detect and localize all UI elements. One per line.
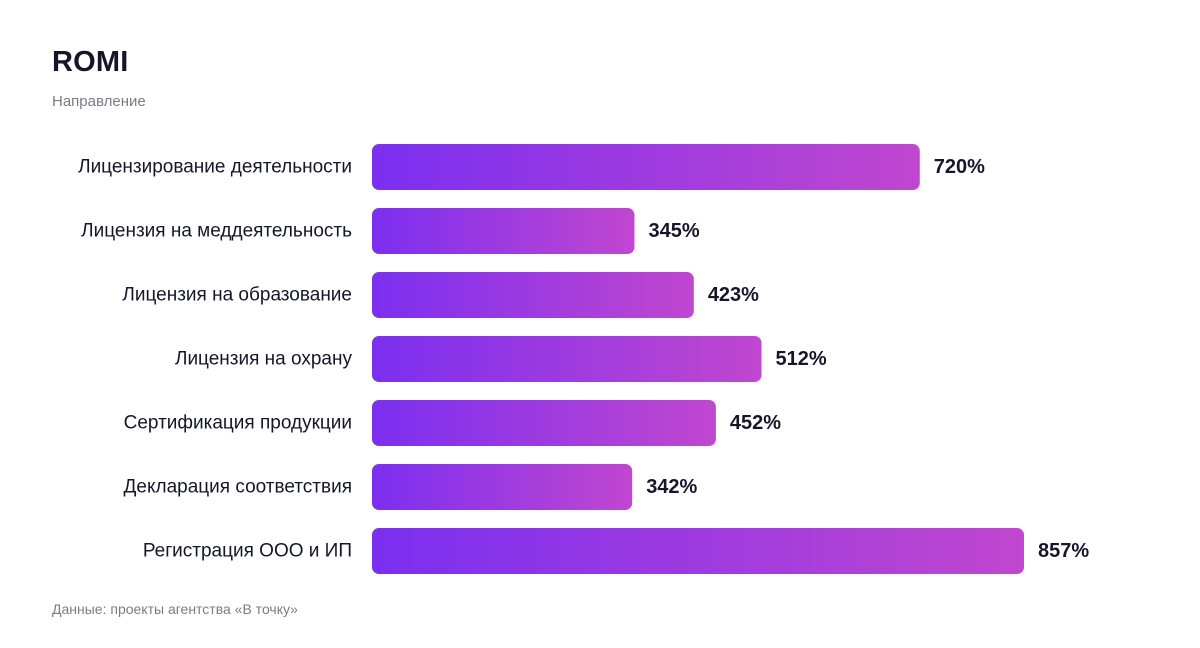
- category-label: Лицензия на меддеятельность: [81, 221, 352, 242]
- value-label: 512%: [776, 348, 827, 370]
- category-label: Лицензия на образование: [122, 285, 352, 306]
- data-source-note: Данные: проекты агентства «В точку»: [52, 601, 298, 617]
- bar: [372, 144, 920, 190]
- value-label: 423%: [708, 284, 759, 306]
- bar: [372, 336, 762, 382]
- category-label: Лицензия на охрану: [175, 349, 353, 370]
- chart-title: ROMI: [52, 46, 129, 78]
- bar: [372, 272, 694, 318]
- chart-subtitle: Направление: [52, 93, 146, 110]
- category-label: Лицензирование деятельности: [78, 157, 352, 178]
- category-label: Сертификация продукции: [124, 413, 352, 434]
- category-label: Декларация соответствия: [124, 477, 352, 498]
- value-label: 345%: [648, 220, 699, 242]
- bar: [372, 400, 716, 446]
- bar: [372, 464, 633, 510]
- value-label: 857%: [1038, 540, 1089, 562]
- bar: [372, 208, 635, 254]
- value-label: 720%: [934, 156, 985, 178]
- category-label: Регистрация ООО и ИП: [143, 541, 352, 562]
- bar: [372, 528, 1024, 574]
- value-label: 452%: [730, 412, 781, 434]
- value-label: 342%: [646, 476, 697, 498]
- bars-group: Лицензирование деятельности 720% Лицензия …: [78, 144, 1089, 574]
